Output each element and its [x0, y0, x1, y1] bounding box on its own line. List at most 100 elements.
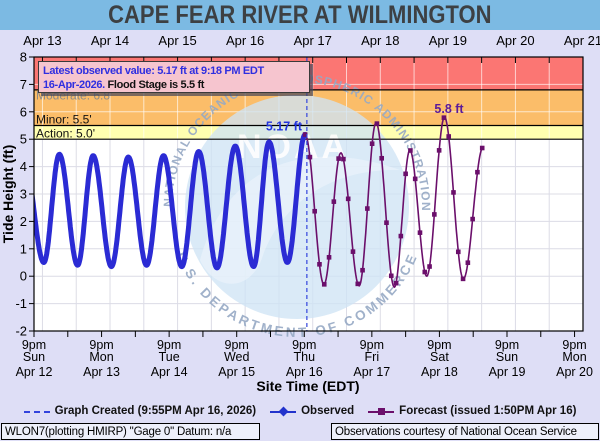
- tick-label: Sun: [23, 350, 45, 364]
- tick-label: Mon: [89, 350, 113, 364]
- forecast-marker: [307, 154, 313, 160]
- station-datum-box: WLON7(plotting HMIRP) "Gage 0" Datum: n/…: [1, 423, 260, 440]
- tick-label: Apr 19: [429, 33, 467, 48]
- forecast-marker: [379, 155, 384, 161]
- tick-label: Apr 16: [226, 33, 264, 48]
- forecast-marker: [312, 208, 317, 214]
- tick-label: Apr 14: [91, 33, 129, 48]
- annotation-line2: 16-Apr-2026. Flood Stage is 5.5 ft: [43, 79, 205, 91]
- tick-label: 6: [20, 104, 27, 119]
- action-stage-label: Action: 5.0': [36, 127, 95, 141]
- forecast-marker: [384, 220, 389, 225]
- tick-label: Fri: [365, 350, 380, 364]
- tick-label: Apr 15: [218, 365, 255, 379]
- forecast-marker: [350, 249, 356, 254]
- forecast-marker: [465, 260, 471, 266]
- tick-label: Apr 19: [489, 365, 526, 379]
- forecast-marker: [408, 148, 413, 153]
- forecast-marker: [441, 115, 447, 120]
- observations-credit-box: Observations courtesy of National Ocean …: [331, 423, 599, 440]
- forecast-marker: [417, 230, 423, 235]
- forecast-marker: [388, 273, 394, 279]
- tick-label: 9pm: [360, 338, 384, 352]
- legend-item-observed: Observed: [270, 405, 354, 417]
- noaa-wordmark: NOAA: [237, 128, 349, 166]
- axes: Apr 13 Apr 14 Apr 15 Apr 16 Apr 17 Apr 18 Apr …: [15, 33, 600, 379]
- tick-label: Apr 20: [556, 365, 593, 379]
- forecast-marker: [455, 249, 461, 255]
- observations-credit-text: Observations courtesy of National Ocean …: [335, 425, 577, 438]
- tick-label: Apr 17: [353, 365, 390, 379]
- page-title: CAPE FEAR RIVER AT WILMINGTON: [108, 0, 492, 29]
- legend: Graph Created (9:55PM Apr 16, 2026) Obse…: [0, 402, 600, 420]
- tick-label: Apr 14: [151, 365, 188, 379]
- title-bar: CAPE FEAR RIVER AT WILMINGTON: [0, 0, 600, 30]
- tick-label: Apr 12: [16, 365, 53, 379]
- forecast-marker: [446, 134, 452, 139]
- forecast-marker: [451, 190, 456, 195]
- tick-label: -1: [15, 296, 27, 311]
- tick-label: 9pm: [495, 338, 519, 352]
- forecast-marker: [331, 199, 337, 204]
- observed-curve: [34, 132, 308, 271]
- forecast-marker: [398, 233, 404, 239]
- tick-label: 8: [20, 50, 27, 65]
- tick-label: Apr 21: [564, 33, 600, 48]
- forecast-marker: [365, 206, 370, 211]
- tick-label: Apr 18: [361, 33, 399, 48]
- forecast-marker: [317, 262, 322, 267]
- tick-label: 1: [20, 241, 27, 256]
- latest-observed-annotation-box: Latest observed value: 5.17 ft at 9:18 P…: [38, 61, 310, 93]
- forecast-line-square-icon: [368, 407, 395, 416]
- forecast-marker: [479, 145, 485, 151]
- tick-label: Apr 15: [158, 33, 196, 48]
- tick-label: 9pm: [22, 338, 46, 352]
- forecast-marker: [436, 148, 442, 153]
- forecast-marker: [475, 169, 480, 175]
- y-axis-title: Tide Height (ft): [0, 145, 16, 244]
- tick-label: 9pm: [427, 338, 451, 352]
- data-curves: [34, 115, 485, 289]
- tick-label: Apr 13: [23, 33, 61, 48]
- tick-label: 9pm: [225, 338, 249, 352]
- forecast-marker: [355, 281, 361, 287]
- tick-label: Apr 20: [496, 33, 534, 48]
- tick-label: 9pm: [292, 338, 316, 352]
- forecast-marker: [321, 282, 327, 287]
- legend-item-graph-created: Graph Created (9:55PM Apr 16, 2026): [23, 405, 257, 417]
- legend-label-created: Graph Created (9:55PM Apr 16, 2026): [54, 405, 257, 417]
- tick-label: 0: [20, 269, 27, 284]
- minor-stage-label: Minor: 5.5': [36, 113, 92, 127]
- forecast-marker: [412, 176, 418, 182]
- tick-label: Tue: [159, 350, 180, 364]
- station-datum-text: WLON7(plotting HMIRP) "Gage 0" Datum: n/…: [5, 425, 232, 438]
- forecast-marker: [302, 132, 308, 137]
- forecast-marker: [360, 267, 365, 273]
- tick-label: Apr 18: [421, 365, 458, 379]
- observed-line-diamond-icon: [270, 406, 297, 416]
- forecast-marker: [460, 276, 466, 282]
- forecast-marker: [374, 121, 380, 126]
- tick-label: Mon: [562, 350, 586, 364]
- tick-label: 9pm: [157, 338, 181, 352]
- forecast-marker: [393, 280, 399, 286]
- tick-label: 9pm: [89, 338, 113, 352]
- tick-label: 7: [20, 77, 27, 92]
- tick-label: Sun: [496, 350, 518, 364]
- tick-label: Apr 17: [294, 33, 332, 48]
- x-axis-title: Site Time (EDT): [256, 378, 359, 394]
- forecast-marker: [369, 141, 375, 146]
- forecast-marker: [336, 156, 341, 161]
- tick-label: Thu: [294, 350, 316, 364]
- tick-label: Sat: [430, 350, 449, 364]
- legend-label-observed: Observed: [301, 405, 355, 417]
- forecast-curve: [304, 116, 484, 289]
- tick-label: Apr 13: [83, 365, 120, 379]
- forecast-marker: [470, 216, 475, 222]
- forecast-marker: [403, 171, 408, 177]
- tick-label: Wed: [224, 350, 250, 364]
- tick-label: 4: [20, 159, 27, 174]
- tick-label: -2: [15, 324, 27, 339]
- legend-item-forecast: Forecast (issued 1:50PM Apr 16): [368, 405, 576, 417]
